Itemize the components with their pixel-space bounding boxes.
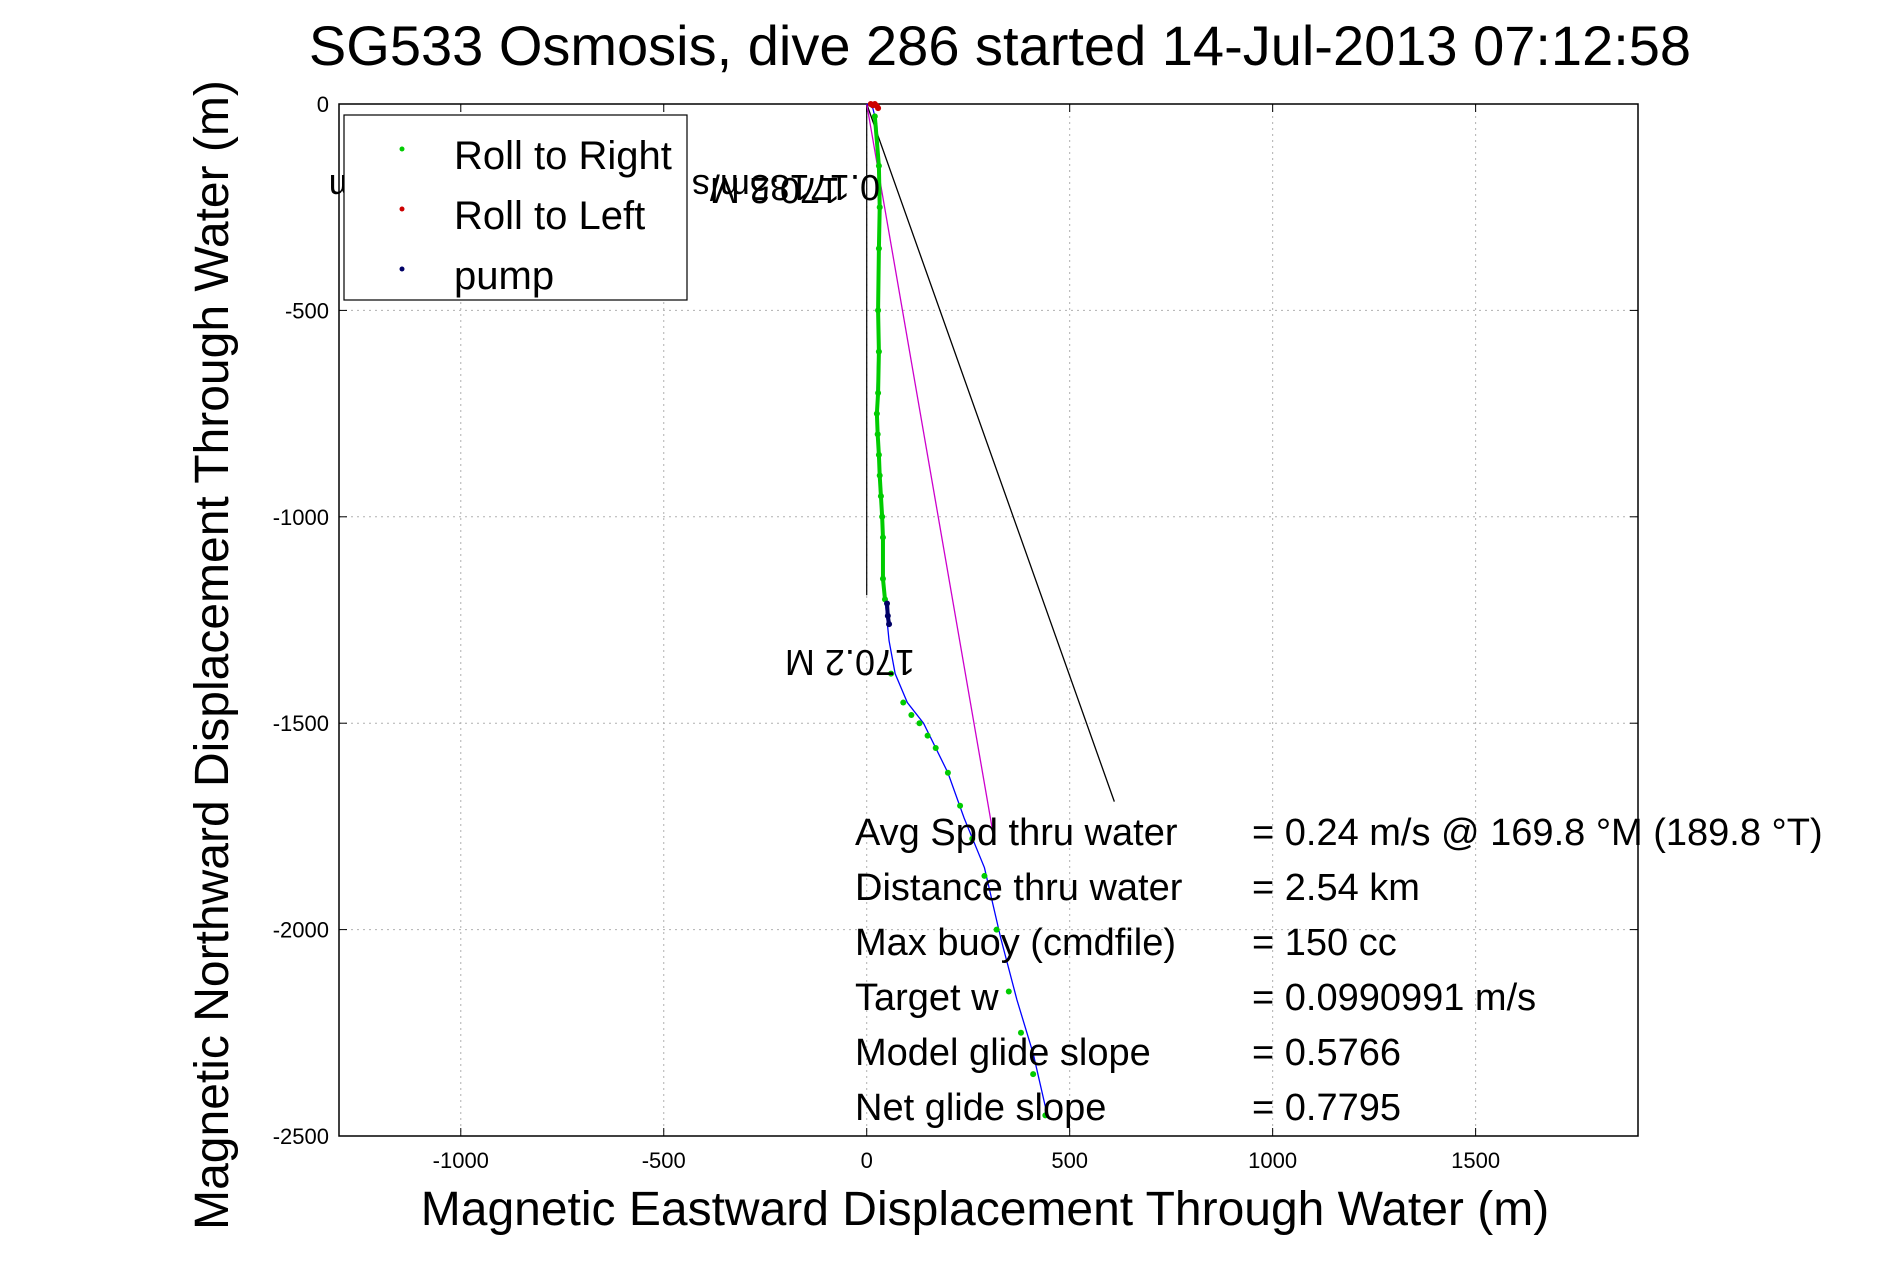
stat-value: = 150 cc: [1252, 922, 1397, 964]
y-axis-label: Magnetic Northward Displacement Through …: [186, 80, 239, 1230]
bearing-line: [866, 103, 1115, 802]
data-layer: [866, 101, 1115, 1119]
data-point: [1042, 1112, 1049, 1119]
stats-layer: Avg Spd thru water = 0.24 m/s @ 169.8 °M …: [855, 812, 1823, 1129]
y-tick-label: -500: [285, 298, 329, 323]
data-point: [944, 769, 951, 776]
grid-layer: [339, 103, 1638, 1137]
y-tick-label: -2000: [273, 918, 329, 943]
x-axis-label: Magnetic Eastward Displacement Through W…: [421, 1183, 1549, 1236]
stat-label: Avg Spd thru water: [855, 812, 1178, 854]
stat-label: Target w: [855, 977, 999, 1019]
chart-title: SG533 Osmosis, dive 286 started 14-Jul-2…: [309, 14, 1691, 77]
data-point: [908, 711, 915, 718]
data-point: [916, 720, 923, 727]
legend-marker: [399, 266, 405, 272]
stat-value: = 0.0990991 m/s: [1252, 977, 1536, 1019]
x-tick-label: -1000: [433, 1148, 489, 1173]
legend-label: pump: [454, 254, 554, 298]
stat-value: = 0.5766: [1252, 1032, 1401, 1074]
data-point: [1017, 1029, 1024, 1036]
data-point: [900, 699, 907, 706]
stat-value: = 2.54 km: [1252, 867, 1420, 909]
stat-label: Distance thru water: [855, 867, 1183, 909]
legend: Roll to Right Roll to Left pump: [343, 114, 688, 301]
data-point: [969, 835, 976, 842]
x-tick-label: 500: [1051, 1148, 1088, 1173]
x-tick-label: 0: [861, 1148, 873, 1173]
bearing-line: [866, 103, 994, 831]
x-tick-label: 1500: [1451, 1148, 1500, 1173]
legend-label: Roll to Right: [454, 134, 672, 178]
y-tick-label: -1000: [273, 505, 329, 530]
legend-marker: [399, 146, 405, 152]
data-point: [993, 926, 1000, 933]
y-tick-label: -1500: [273, 711, 329, 736]
x-tick-label: 1000: [1248, 1148, 1297, 1173]
data-point: [1005, 988, 1012, 995]
data-point: [888, 670, 895, 677]
data-point: [1030, 1071, 1037, 1078]
plot-frame: [338, 103, 1639, 1137]
tick-layer: -1000 -500 0 500 1000 1500 0 -500 -1000 -1500 -200…: [273, 92, 1638, 1173]
stat-label: Max buoy (cmdfile): [855, 922, 1176, 964]
y-tick-label: 0: [317, 92, 329, 117]
stat-label: Net glide slope: [855, 1087, 1106, 1129]
roll-left-trace: [869, 101, 880, 110]
y-tick-label: -2500: [273, 1124, 329, 1149]
legend-marker: [399, 206, 405, 212]
data-point: [924, 732, 931, 739]
data-point: [981, 872, 988, 879]
pump-trace: [885, 603, 892, 625]
stat-value: = 0.7795: [1252, 1087, 1401, 1129]
roll-right-trace: [872, 116, 887, 600]
stat-value: = 0.24 m/s @ 169.8 °M (189.8 °T): [1252, 812, 1823, 854]
legend-label: Roll to Left: [454, 194, 645, 238]
stat-label: Model glide slope: [855, 1032, 1151, 1074]
annotation-label: 170.2 M: [785, 642, 915, 683]
data-point: [932, 744, 939, 751]
annotation-label: 170.2 M: [710, 170, 840, 211]
data-point: [957, 802, 964, 809]
x-tick-label: -500: [642, 1148, 686, 1173]
